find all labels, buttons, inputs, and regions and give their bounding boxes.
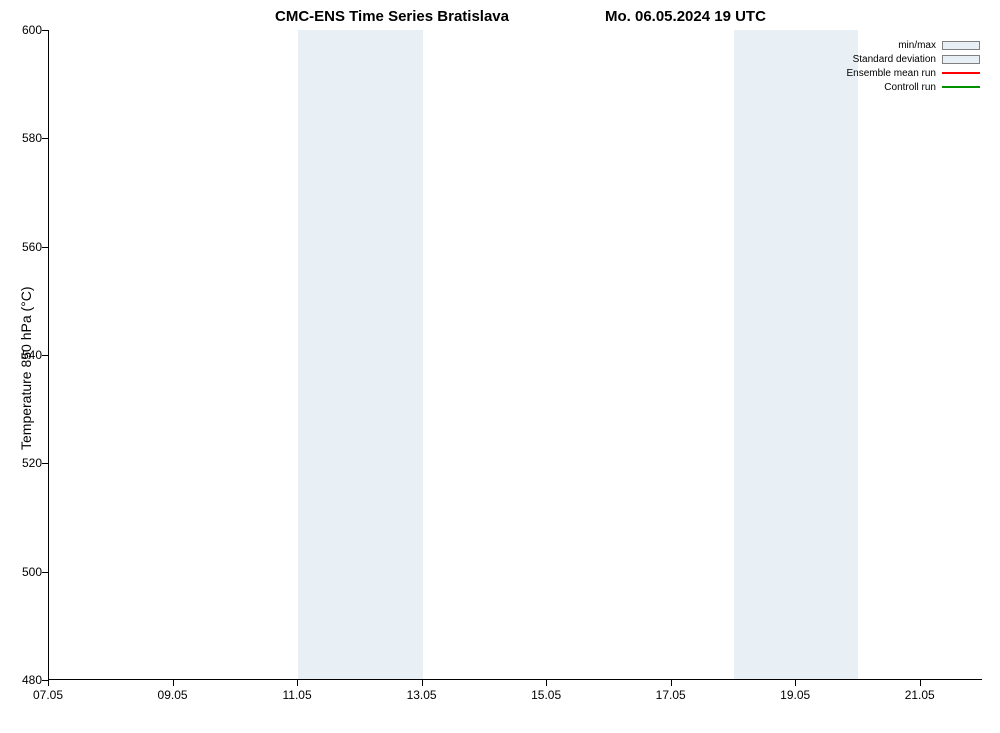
x-tick-label: 15.05 (531, 688, 561, 702)
x-tick-mark (297, 680, 298, 686)
chart-title-right: Mo. 06.05.2024 19 UTC (605, 8, 766, 25)
x-tick-mark (48, 680, 49, 686)
legend-label: Standard deviation (853, 54, 936, 65)
x-tick-mark (173, 680, 174, 686)
x-tick-label: 09.05 (158, 688, 188, 702)
x-tick-label: 07.05 (33, 688, 63, 702)
weekend-band (734, 30, 859, 679)
y-axis-label: Temperature 850 hPa (°C) (18, 286, 34, 450)
legend: min/max Standard deviation Ensemble mean r… (847, 38, 981, 94)
legend-item: Ensemble mean run (847, 66, 981, 80)
y-tick-label: 580 (6, 131, 42, 145)
x-tick-label: 17.05 (656, 688, 686, 702)
y-tick-label: 500 (6, 565, 42, 579)
legend-item: Controll run (847, 80, 981, 94)
y-tick-mark (42, 247, 48, 248)
weekend-band (298, 30, 423, 679)
legend-label: Controll run (884, 82, 936, 93)
x-tick-label: 21.05 (905, 688, 935, 702)
legend-item: Standard deviation (847, 52, 981, 66)
y-tick-label: 560 (6, 240, 42, 254)
x-tick-mark (920, 680, 921, 686)
x-tick-mark (795, 680, 796, 686)
legend-label: Ensemble mean run (847, 68, 937, 79)
y-tick-label: 600 (6, 23, 42, 37)
x-tick-mark (422, 680, 423, 686)
legend-swatch (942, 86, 980, 88)
x-tick-label: 13.05 (407, 688, 437, 702)
y-tick-mark (42, 572, 48, 573)
x-tick-mark (546, 680, 547, 686)
y-tick-label: 520 (6, 456, 42, 470)
chart-container: CMC-ENS Time Series Bratislava Mo. 06.05… (0, 0, 1000, 733)
y-tick-mark (42, 355, 48, 356)
y-tick-label: 480 (6, 673, 42, 687)
x-tick-label: 11.05 (282, 688, 311, 702)
y-tick-mark (42, 463, 48, 464)
chart-title-left: CMC-ENS Time Series Bratislava (275, 8, 509, 25)
legend-label: min/max (898, 40, 936, 51)
x-tick-mark (671, 680, 672, 686)
y-tick-mark (42, 138, 48, 139)
legend-item: min/max (847, 38, 981, 52)
legend-swatch (942, 41, 980, 50)
legend-swatch (942, 72, 980, 74)
plot-area (48, 30, 982, 680)
y-tick-mark (42, 30, 48, 31)
legend-swatch (942, 55, 980, 64)
x-tick-label: 19.05 (780, 688, 810, 702)
